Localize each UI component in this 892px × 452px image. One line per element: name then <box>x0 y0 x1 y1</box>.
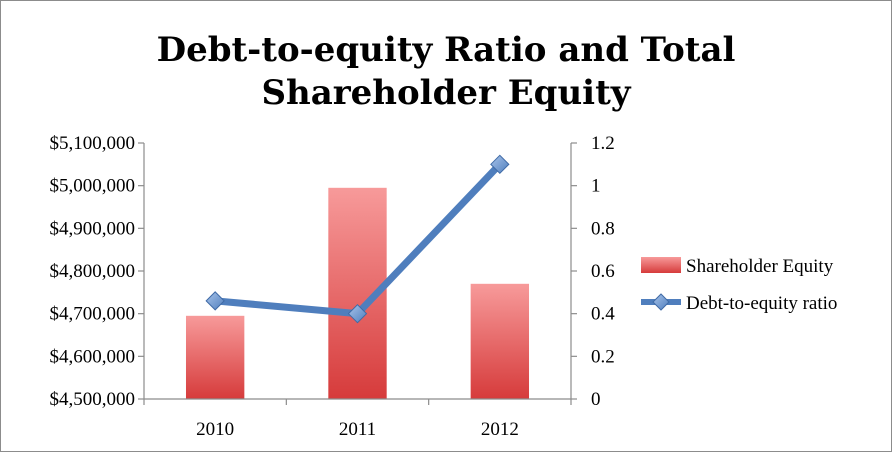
legend-marker-debt-to-equity <box>652 293 670 311</box>
point-debt-to-equity-2012 <box>490 154 510 175</box>
left-axis-tick-label: $4,900,000 <box>50 218 136 239</box>
x-axis-tick-label: 2010 <box>196 419 234 440</box>
right-axis-tick-label: 0 <box>591 389 601 410</box>
bar-shareholder-equity-2012 <box>470 283 530 399</box>
left-axis-tick-label: $4,500,000 <box>50 389 136 410</box>
left-axis-tick-label: $5,000,000 <box>50 176 136 197</box>
right-axis-tick-label: 1.2 <box>591 133 615 154</box>
legend-label-shareholder-equity: Shareholder Equity <box>686 256 834 277</box>
x-axis-tick-label: 2011 <box>339 419 376 440</box>
right-axis-tick-label: 1 <box>591 176 601 197</box>
right-axis-tick-label: 0.8 <box>591 218 615 239</box>
x-axis-tick-label: 2012 <box>481 419 519 440</box>
bar-series <box>185 187 530 399</box>
legend-swatch-shareholder-equity <box>641 257 681 273</box>
point-debt-to-equity-2011 <box>347 303 368 324</box>
left-axis-ticks: $4,500,000 $4,600,000 $4,700,000 $4,800,000… <box>50 133 144 410</box>
chart-title-line-2: Shareholder Equity <box>261 73 631 113</box>
right-axis-ticks: 0 0.2 0.4 0.6 0.8 1 1.2 <box>571 133 615 410</box>
legend: Shareholder Equity Debt-to-equity ratio <box>641 256 837 314</box>
left-axis-tick-label: $4,800,000 <box>50 261 136 282</box>
left-axis-tick-label: $4,600,000 <box>50 346 136 367</box>
left-axis-tick-label: $5,100,000 <box>50 133 136 154</box>
right-axis-tick-label: 0.6 <box>591 261 615 282</box>
right-axis-tick-label: 0.4 <box>591 304 615 325</box>
left-axis-tick-label: $4,700,000 <box>50 304 136 325</box>
point-debt-to-equity-2010 <box>205 291 225 311</box>
x-axis-ticks: 2010 2011 2012 <box>143 399 572 440</box>
line-series <box>205 154 510 324</box>
right-axis-tick-label: 0.2 <box>591 346 615 367</box>
bar-shareholder-equity-2010 <box>185 315 245 399</box>
chart-title-line-1: Debt-to-equity Ratio and Total <box>157 30 736 70</box>
legend-label-debt-to-equity: Debt-to-equity ratio <box>686 293 837 314</box>
